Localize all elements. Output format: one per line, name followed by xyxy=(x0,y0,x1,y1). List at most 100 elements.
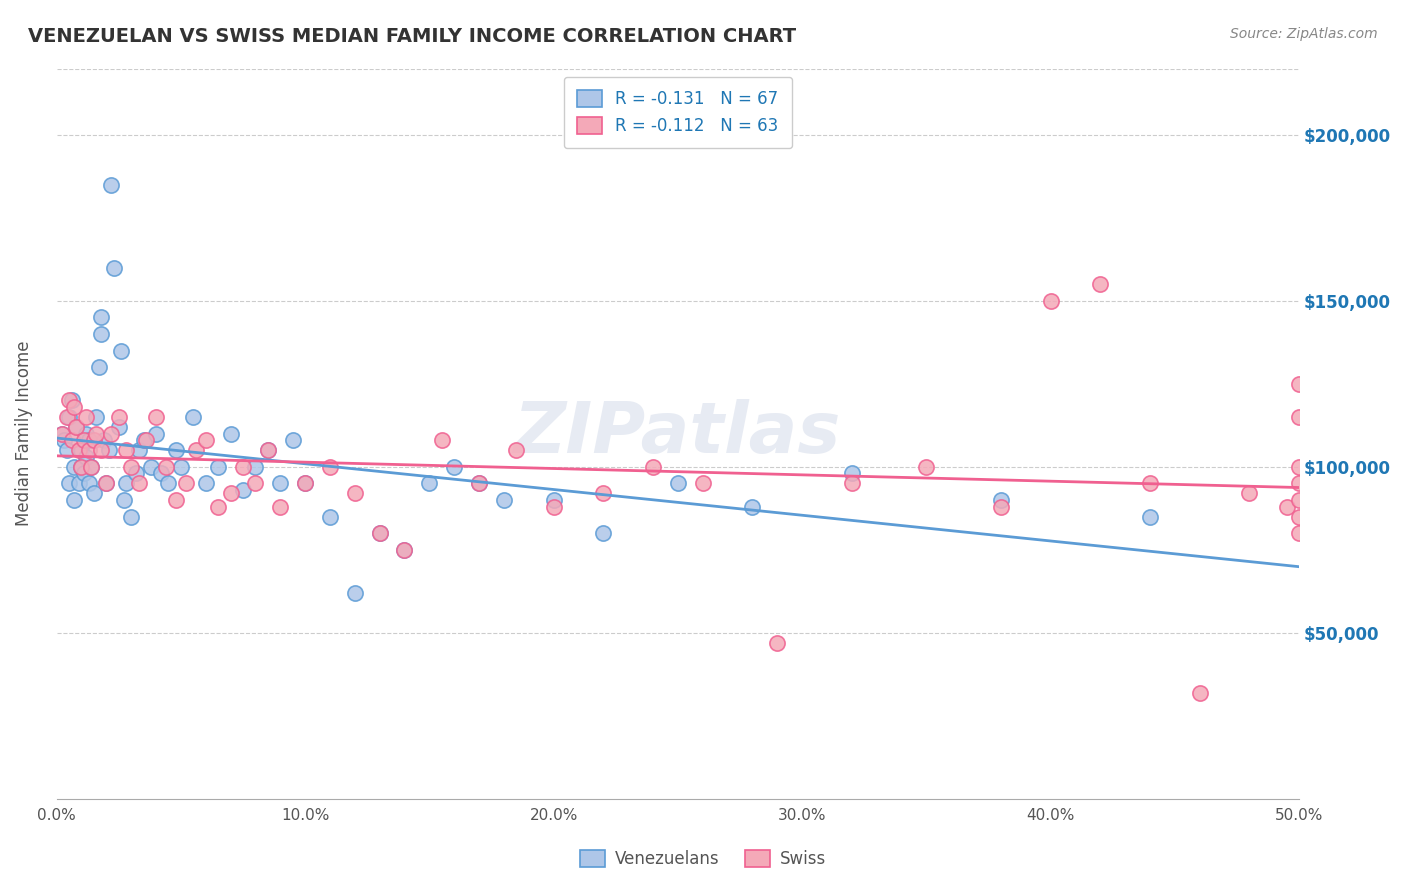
Point xyxy=(73,434,96,448)
Y-axis label: Median Family Income: Median Family Income xyxy=(15,341,32,526)
Point xyxy=(245,459,267,474)
Point xyxy=(128,443,150,458)
Point xyxy=(505,443,527,458)
Point xyxy=(468,476,491,491)
Point xyxy=(841,467,863,481)
Point xyxy=(65,420,87,434)
Point xyxy=(256,443,278,458)
Point xyxy=(86,426,108,441)
Point xyxy=(181,410,204,425)
Point xyxy=(1139,509,1161,524)
Point xyxy=(443,459,465,474)
Point xyxy=(245,476,267,491)
Point xyxy=(53,434,76,448)
Point xyxy=(194,434,217,448)
Point xyxy=(394,542,416,557)
Point xyxy=(194,476,217,491)
Point xyxy=(58,393,80,408)
Point xyxy=(107,420,129,434)
Point xyxy=(492,493,515,508)
Point xyxy=(692,476,714,491)
Point xyxy=(58,410,80,425)
Point xyxy=(55,443,77,458)
Point xyxy=(90,443,112,458)
Point xyxy=(232,459,254,474)
Point xyxy=(75,450,97,464)
Point xyxy=(543,493,565,508)
Point xyxy=(1288,459,1310,474)
Point xyxy=(766,636,789,650)
Point xyxy=(97,443,120,458)
Point xyxy=(120,509,142,524)
Point xyxy=(83,434,105,448)
Text: Source: ZipAtlas.com: Source: ZipAtlas.com xyxy=(1230,27,1378,41)
Point xyxy=(103,260,125,275)
Point xyxy=(128,476,150,491)
Point xyxy=(132,434,155,448)
Point xyxy=(207,459,229,474)
Point xyxy=(430,434,453,448)
Point xyxy=(157,476,180,491)
Point xyxy=(256,443,278,458)
Point xyxy=(70,459,93,474)
Point xyxy=(110,343,132,358)
Point xyxy=(468,476,491,491)
Point xyxy=(666,476,689,491)
Point xyxy=(184,443,207,458)
Legend: Venezuelans, Swiss: Venezuelans, Swiss xyxy=(574,843,832,875)
Point xyxy=(319,459,342,474)
Point xyxy=(543,500,565,514)
Point xyxy=(112,493,135,508)
Point xyxy=(1288,493,1310,508)
Point xyxy=(135,434,157,448)
Point xyxy=(83,486,105,500)
Point xyxy=(55,410,77,425)
Point xyxy=(70,459,93,474)
Point xyxy=(394,542,416,557)
Point xyxy=(1188,685,1211,699)
Point xyxy=(232,483,254,497)
Text: VENEZUELAN VS SWISS MEDIAN FAMILY INCOME CORRELATION CHART: VENEZUELAN VS SWISS MEDIAN FAMILY INCOME… xyxy=(28,27,796,45)
Point xyxy=(107,410,129,425)
Point xyxy=(1139,476,1161,491)
Text: ZIPatlas: ZIPatlas xyxy=(515,399,842,468)
Point xyxy=(343,586,366,600)
Point xyxy=(60,434,83,448)
Point xyxy=(149,467,172,481)
Point xyxy=(63,493,86,508)
Point xyxy=(51,426,73,441)
Point xyxy=(80,459,103,474)
Point xyxy=(63,459,86,474)
Point xyxy=(67,443,90,458)
Legend: R = -0.131   N = 67, R = -0.112   N = 63: R = -0.131 N = 67, R = -0.112 N = 63 xyxy=(564,77,792,148)
Point xyxy=(75,410,97,425)
Point xyxy=(165,493,187,508)
Point xyxy=(592,486,614,500)
Point xyxy=(75,426,97,441)
Point xyxy=(207,500,229,514)
Point xyxy=(1288,526,1310,541)
Point xyxy=(219,426,242,441)
Point xyxy=(269,476,291,491)
Point xyxy=(165,443,187,458)
Point xyxy=(1288,410,1310,425)
Point xyxy=(294,476,316,491)
Point xyxy=(125,467,148,481)
Point xyxy=(174,476,197,491)
Point xyxy=(915,459,938,474)
Point xyxy=(67,476,90,491)
Point xyxy=(60,393,83,408)
Point xyxy=(90,310,112,325)
Point xyxy=(368,526,391,541)
Point xyxy=(155,459,177,474)
Point xyxy=(1288,476,1310,491)
Point xyxy=(100,178,122,192)
Point xyxy=(100,426,122,441)
Point xyxy=(1275,500,1298,514)
Point xyxy=(841,476,863,491)
Point xyxy=(96,476,118,491)
Point xyxy=(87,360,110,375)
Point xyxy=(592,526,614,541)
Point xyxy=(343,486,366,500)
Point xyxy=(93,434,115,448)
